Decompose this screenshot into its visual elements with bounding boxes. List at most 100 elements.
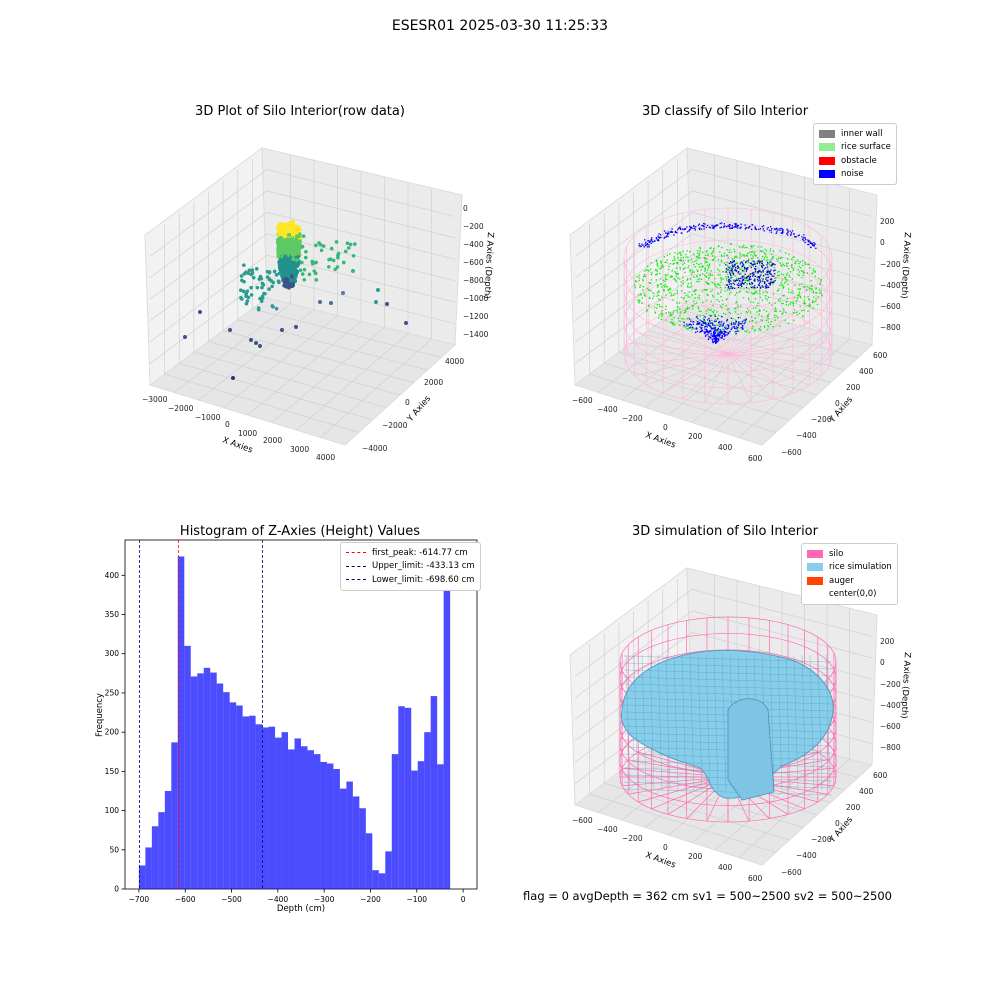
rice-surface-point [644,270,646,272]
rice-surface-point [686,279,688,281]
noise-point [727,333,729,335]
noise-point [757,260,759,263]
noise-point [738,267,740,269]
silo-floor-spoke [727,353,810,386]
rice-surface-point [714,256,716,258]
noise-point [787,231,789,233]
rice-surface-point [757,246,759,248]
noise-point [728,324,730,327]
rice-surface-point [712,259,714,261]
rice-surface-point [748,251,751,253]
rice-surface-point [767,271,769,273]
rice-surface-point [673,256,675,258]
rice-surface-point [754,255,756,257]
data-point [296,261,301,266]
noise-point [763,268,766,270]
rice-surface-point [743,269,745,271]
noise-point [679,226,681,228]
rice-surface-point [635,280,637,282]
rice-surface-point [667,290,670,292]
noise-point [708,332,710,334]
rice-surface-point [743,279,745,281]
noise-point [777,229,779,231]
rice-surface-point [717,293,720,295]
noise-point [730,280,732,282]
rice-surface-point [679,312,681,315]
rice-surface-point [674,278,676,281]
rice-surface-point [679,278,681,280]
rice-surface-point [724,286,727,289]
rice-surface-point [820,280,822,282]
rice-surface-point [787,304,790,306]
rice-surface-point [749,311,752,313]
data-point [341,260,346,265]
noise-point [644,243,646,245]
data-point [312,269,317,273]
rice-surface-mesh-line [665,654,671,791]
noise-point [803,237,805,239]
rice-surface-point [789,276,791,278]
rice-surface-point [728,267,730,270]
noise-point [701,330,703,332]
rice-surface-point [736,292,738,294]
noise-point [744,281,746,284]
noise-point [727,225,729,227]
noise-point [734,323,736,325]
rice-surface-point [792,304,795,307]
rice-surface-point [711,281,713,284]
rice-surface-point [639,293,642,295]
rice-surface-point [792,301,794,303]
noise-point [756,262,758,265]
rice-surface-point [648,296,651,299]
noise-point [727,332,729,334]
noise-point [741,282,744,285]
rice-surface-point [782,274,785,276]
noise-point [740,323,743,325]
rice-surface-point [767,325,769,327]
rice-surface-point [664,274,667,276]
left-grid-line [574,610,693,699]
rice-surface-point [784,282,786,284]
noise-point [743,266,746,269]
rice-surface-point [712,296,714,298]
rice-surface-point [736,277,738,279]
noise-point [706,224,709,227]
noise-point [750,278,752,280]
noise-point [757,280,759,282]
silo-floor-spoke [663,353,729,394]
noise-point [765,267,767,269]
rice-surface-point [677,311,679,313]
rice-surface-point [731,285,733,288]
silo-floor-spoke [634,332,729,355]
histogram-bar [333,769,340,889]
p4-xtick: −400 [597,825,618,834]
p1-ztick: −600 [463,258,484,267]
noise-point [749,225,751,228]
rice-surface-point [770,321,773,323]
rice-surface-point [653,295,655,297]
noise-point [722,332,724,335]
rice-surface-point [705,324,707,326]
noise-point [765,278,767,280]
noise-point [759,287,762,289]
rice-surface-point [721,261,723,263]
noise-point [733,226,736,228]
data-point [288,261,293,266]
rice-surface-point [669,289,671,291]
data-point [298,268,303,272]
noise-point [764,285,767,287]
histogram-y-tick-label: 300 [105,649,120,658]
rice-surface-point [792,268,795,270]
noise-point [745,270,748,272]
rice-surface-point [725,277,727,280]
p4-xlabel: X Axies [644,850,677,870]
rice-surface-point [671,314,673,316]
noise-point [770,229,772,231]
p2-ytick: 400 [859,367,874,376]
rice-surface-point [766,256,768,259]
rice-surface-point [747,291,749,294]
histogram-bar [339,788,347,889]
p2-ztick: 200 [880,217,895,226]
rice-surface-point [667,288,669,291]
rice-surface-mesh-line [681,654,687,791]
